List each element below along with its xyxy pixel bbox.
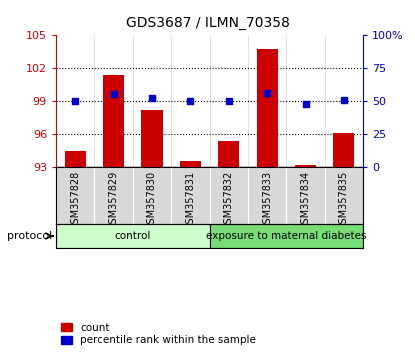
Text: GSM357833: GSM357833 (262, 171, 272, 230)
Point (264, 90, 271, 96)
Text: GSM357834: GSM357834 (300, 171, 310, 230)
Text: GSM357830: GSM357830 (147, 171, 157, 230)
Bar (218, 141, 239, 166)
Text: GSM357835: GSM357835 (339, 171, 349, 230)
Point (302, 101, 309, 107)
Text: GSM357831: GSM357831 (186, 171, 195, 230)
Bar (65, 151, 86, 166)
Bar (103, 75, 124, 166)
Bar (295, 165, 316, 166)
Bar (333, 133, 354, 166)
Text: GSM357832: GSM357832 (224, 171, 234, 230)
Text: protocol: protocol (7, 231, 52, 241)
Bar (56, 224, 210, 248)
Legend: count, percentile rank within the sample: count, percentile rank within the sample (61, 322, 256, 345)
Bar (256, 48, 278, 166)
Point (110, 92, 117, 97)
Text: GDS3687 / ILMN_70358: GDS3687 / ILMN_70358 (126, 16, 289, 30)
Bar (180, 161, 201, 166)
Point (225, 98, 232, 104)
Bar (210, 224, 363, 248)
Point (187, 98, 194, 104)
Text: control: control (115, 231, 151, 241)
Text: exposure to maternal diabetes: exposure to maternal diabetes (206, 231, 366, 241)
Point (72, 98, 78, 104)
Text: GSM357829: GSM357829 (109, 171, 119, 230)
Bar (142, 110, 163, 166)
Text: GSM357828: GSM357828 (70, 171, 80, 230)
Point (149, 96, 155, 101)
Point (341, 97, 347, 102)
